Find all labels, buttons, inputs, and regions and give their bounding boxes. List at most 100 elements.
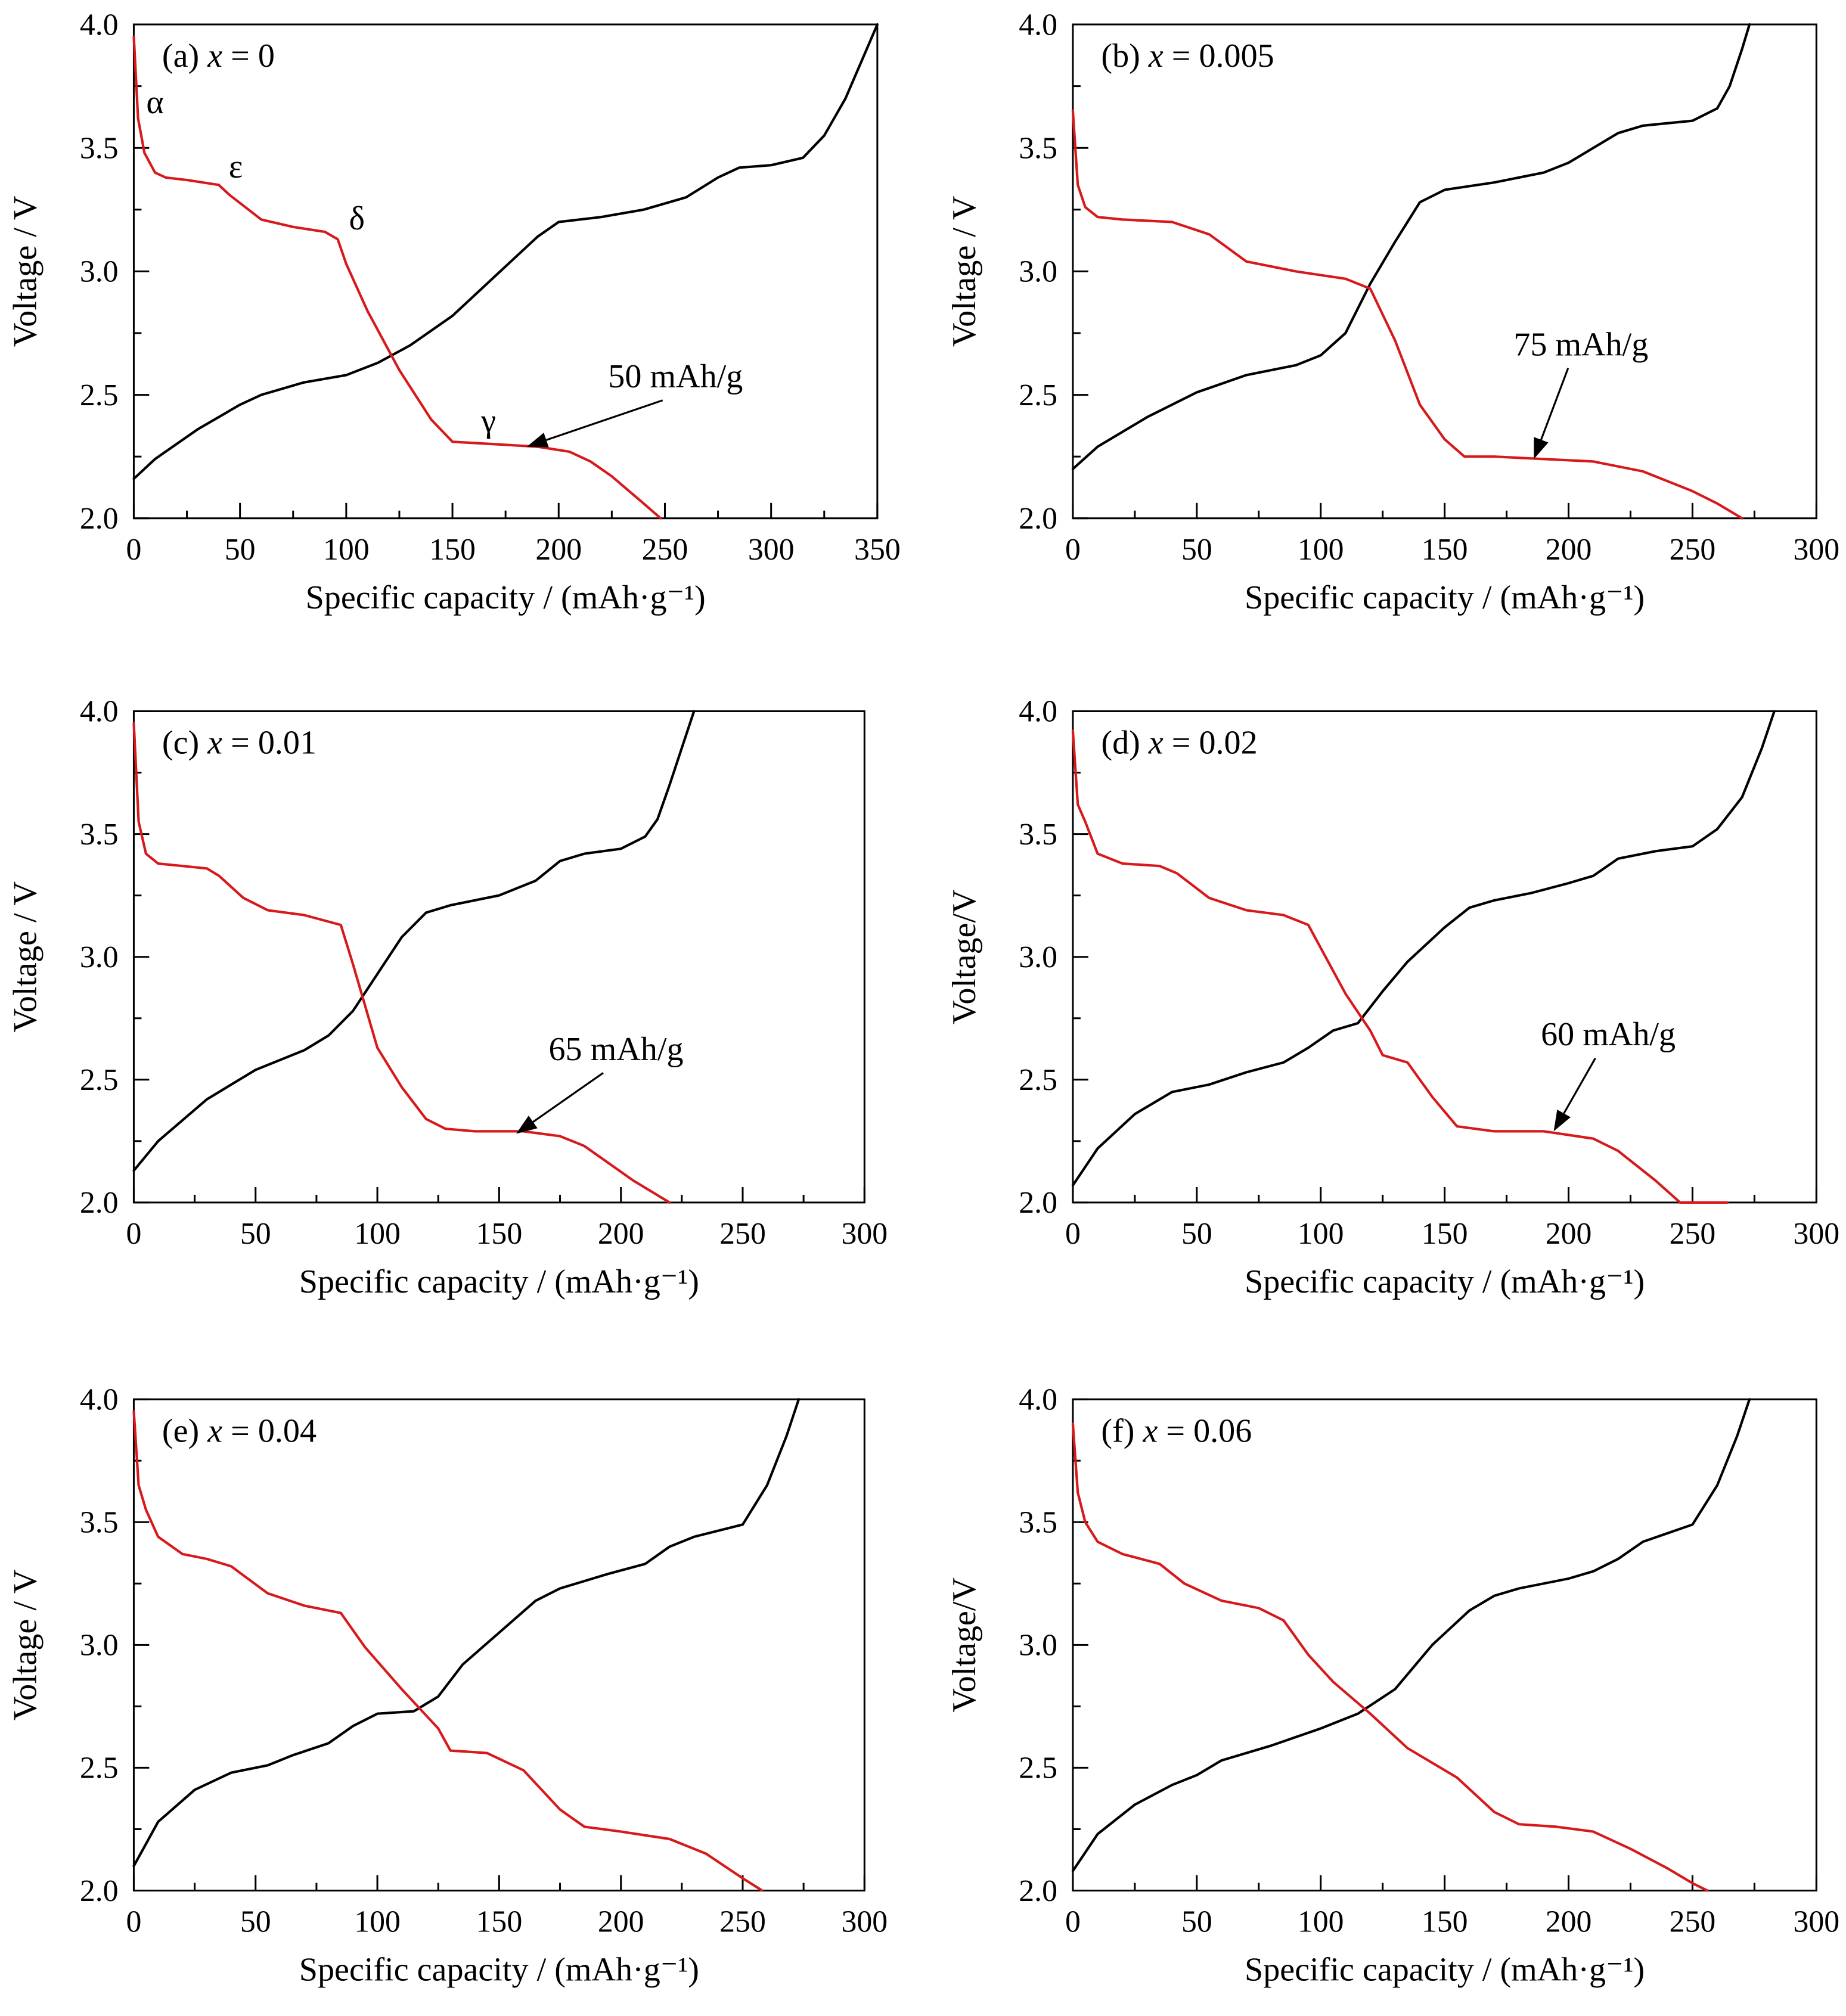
- panel-title-variable: x: [207, 38, 222, 74]
- x-tick-label: 150: [429, 533, 476, 567]
- charge-curve: [132, 710, 696, 1172]
- annotation-label: δ: [349, 200, 364, 237]
- charge-curve: [1071, 1398, 1751, 1872]
- x-tick-label: 200: [598, 1217, 644, 1251]
- y-tick-label: 2.0: [80, 502, 119, 536]
- discharge-curve: [1071, 109, 1743, 520]
- y-tick-label: 3.0: [80, 1629, 119, 1663]
- y-tick-label: 4.0: [80, 8, 119, 42]
- y-axis-label: Voltage/V: [946, 889, 983, 1024]
- x-tick-label: 0: [126, 1217, 142, 1251]
- x-tick-label: 200: [1546, 1217, 1592, 1251]
- panel-title: (b) x = 0.005: [1101, 38, 1274, 74]
- y-tick-label: 3.5: [80, 131, 119, 165]
- y-tick-label: 4.0: [80, 695, 119, 729]
- panel-title: (a) x = 0: [162, 38, 275, 74]
- y-axis-label: Voltage/V: [946, 1577, 983, 1713]
- annotation-label: α: [146, 84, 163, 121]
- x-tick-label: 200: [535, 533, 582, 567]
- x-tick-label: 300: [841, 1905, 888, 1939]
- y-axis-label: Voltage / V: [7, 196, 44, 347]
- charge-curve: [132, 1398, 801, 1868]
- x-axis-label: Specific capacity / (mAh·g⁻¹): [306, 579, 706, 616]
- y-tick-label: 3.0: [80, 255, 119, 289]
- annotation-arrow: [1540, 368, 1569, 440]
- x-tick-label: 50: [1181, 1905, 1212, 1939]
- x-tick-label: 300: [748, 533, 795, 567]
- panel-title: (f) x = 0.06: [1101, 1412, 1252, 1449]
- x-tick-label: 100: [1298, 533, 1344, 567]
- panel-title-prefix: (e): [162, 1412, 207, 1449]
- annotation-label: 60 mAh/g: [1541, 1016, 1676, 1053]
- discharge-curve: [132, 722, 671, 1204]
- y-tick-label: 2.5: [80, 1063, 119, 1097]
- x-tick-label: 50: [240, 1217, 271, 1251]
- charge-curve: [1071, 23, 1751, 471]
- y-tick-label: 3.0: [1019, 255, 1057, 289]
- x-tick-label: 50: [1181, 533, 1212, 567]
- chart-panel-f: 0 50 100 150 200 250 300 2.0 2.5 3.0 3.5 4.0 Specifi…: [946, 1383, 1839, 1988]
- annotation-label: ε: [229, 148, 243, 185]
- panel-title-value: = 0.04: [222, 1412, 317, 1449]
- y-tick-label: 2.0: [1019, 1186, 1057, 1220]
- chart-panel-e: 0 50 100 150 200 250 300 2.0 2.5 3.0 3.5 4.0 Specifi…: [7, 1383, 888, 1988]
- panel-title-variable: x: [1143, 1412, 1158, 1449]
- panel-title-variable: x: [1148, 38, 1164, 74]
- annotation-arrow: [532, 1072, 604, 1123]
- panel-title-prefix: (f): [1101, 1412, 1143, 1449]
- y-tick-label: 3.0: [1019, 1629, 1057, 1663]
- y-tick-label: 3.0: [1019, 940, 1057, 974]
- panel-title-value: = 0.01: [222, 725, 317, 762]
- y-tick-label: 4.0: [1019, 1383, 1057, 1417]
- y-tick-label: 4.0: [1019, 695, 1057, 729]
- annotation-label: 75 mAh/g: [1513, 326, 1648, 363]
- x-tick-label: 250: [642, 533, 688, 567]
- x-axis-label: Specific capacity / (mAh·g⁻¹): [1245, 579, 1645, 616]
- panel-title: (c) x = 0.01: [162, 725, 317, 762]
- annotation-arrowhead: [516, 1116, 538, 1134]
- x-tick-label: 100: [354, 1217, 401, 1251]
- y-tick-label: 3.5: [1019, 1505, 1057, 1539]
- panel-title: (d) x = 0.02: [1101, 725, 1257, 762]
- x-tick-label: 0: [1065, 1217, 1081, 1251]
- y-tick-label: 4.0: [1019, 8, 1057, 42]
- y-tick-label: 3.5: [1019, 818, 1057, 852]
- y-tick-label: 3.5: [80, 818, 119, 852]
- x-tick-label: 150: [476, 1217, 523, 1251]
- annotation-label: γ: [480, 403, 496, 440]
- x-tick-label: 250: [719, 1217, 766, 1251]
- panel-title-variable: x: [207, 1412, 222, 1449]
- x-axis-label: Specific capacity / (mAh·g⁻¹): [1245, 1263, 1645, 1300]
- x-tick-label: 0: [1065, 1905, 1081, 1939]
- x-tick-label: 200: [598, 1905, 644, 1939]
- x-tick-label: 150: [1422, 533, 1468, 567]
- annotation-label: 50 mAh/g: [608, 358, 743, 395]
- discharge-curve: [132, 1410, 764, 1892]
- y-tick-label: 3.5: [1019, 131, 1057, 165]
- y-tick-label: 2.0: [1019, 502, 1057, 536]
- x-tick-label: 300: [1794, 533, 1840, 567]
- panel-title-prefix: (a): [162, 38, 207, 74]
- x-tick-label: 300: [1794, 1217, 1840, 1251]
- y-tick-label: 2.5: [80, 1751, 119, 1785]
- panel-title-value: = 0.06: [1158, 1412, 1252, 1449]
- annotation-arrowhead: [1534, 437, 1549, 459]
- y-axis-label: Voltage / V: [946, 196, 983, 347]
- x-axis-label: Specific capacity / (mAh·g⁻¹): [299, 1263, 699, 1300]
- annotation-arrowhead: [1553, 1109, 1571, 1132]
- x-tick-label: 250: [1670, 533, 1716, 567]
- x-tick-label: 150: [1422, 1905, 1468, 1939]
- y-tick-label: 4.0: [80, 1383, 119, 1417]
- panel-title-prefix: (c): [162, 725, 207, 762]
- y-tick-label: 2.5: [1019, 1751, 1057, 1785]
- x-tick-label: 200: [1546, 533, 1592, 567]
- panel-title-value: = 0.02: [1164, 725, 1258, 762]
- x-tick-label: 0: [126, 1905, 142, 1939]
- annotation-arrow: [545, 399, 663, 441]
- x-axis-label: Specific capacity / (mAh·g⁻¹): [299, 1952, 699, 1989]
- y-axis-label: Voltage / V: [7, 881, 44, 1033]
- panel-title-prefix: (b): [1101, 38, 1148, 74]
- x-tick-label: 300: [1794, 1905, 1840, 1939]
- charge-curve: [1071, 710, 1776, 1187]
